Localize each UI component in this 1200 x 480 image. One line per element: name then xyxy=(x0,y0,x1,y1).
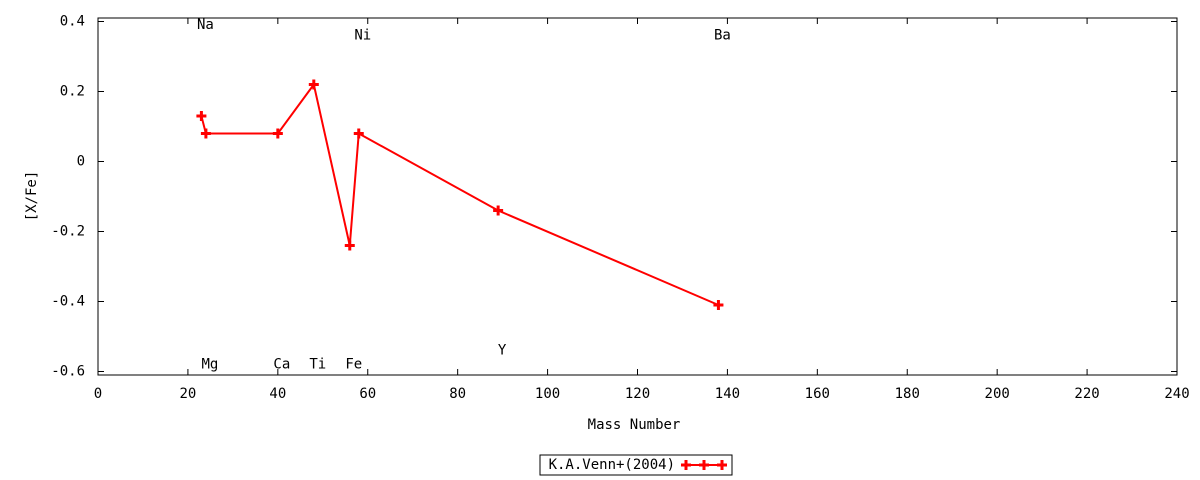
point-label: Ba xyxy=(714,28,731,44)
x-tick-label: 100 xyxy=(535,386,560,402)
x-tick-label: 240 xyxy=(1164,386,1189,402)
point xyxy=(344,240,355,251)
point-label: Ni xyxy=(354,28,371,44)
legend-marker xyxy=(699,460,709,470)
y-axis-label: [X/Fe] xyxy=(24,171,40,222)
point-label: Mg xyxy=(201,357,218,373)
x-tick-label: 160 xyxy=(805,386,830,402)
point-label: Fe xyxy=(345,357,362,373)
x-tick-label: 180 xyxy=(895,386,920,402)
point xyxy=(272,128,283,139)
point xyxy=(196,111,207,121)
x-tick-label: 120 xyxy=(625,386,650,402)
x-tick-label: 220 xyxy=(1074,386,1099,402)
point-label: Ti xyxy=(309,357,326,373)
point xyxy=(713,300,724,310)
point xyxy=(353,128,364,139)
series-line xyxy=(200,82,719,306)
y-tick-label: -0.2 xyxy=(51,224,85,240)
x-tick-label: 20 xyxy=(179,386,196,402)
y-tick-label: 0.2 xyxy=(60,84,85,100)
point xyxy=(493,205,504,216)
point xyxy=(308,79,319,90)
y-tick-label: -0.6 xyxy=(51,364,85,380)
legend-marker xyxy=(681,460,691,470)
x-tick-label: 60 xyxy=(359,386,376,402)
x-tick-label: 40 xyxy=(269,386,286,402)
y-tick-label: 0 xyxy=(77,154,85,170)
point xyxy=(200,128,211,139)
x-axis-label: Mass Number xyxy=(588,417,681,433)
legend-marker xyxy=(717,460,727,470)
x-tick-label: 200 xyxy=(985,386,1010,402)
y-tick-label: 0.4 xyxy=(60,14,85,30)
point-label: Y xyxy=(498,343,507,359)
point-label: Ca xyxy=(273,357,290,373)
x-tick-label: 80 xyxy=(449,386,466,402)
plot-frame xyxy=(97,17,1178,376)
legend-box xyxy=(539,454,733,476)
y-tick-label: -0.4 xyxy=(51,294,85,310)
legend-label: K.A.Venn+(2004) xyxy=(549,457,675,473)
x-tick-label: 0 xyxy=(94,386,102,402)
x-tick-label: 140 xyxy=(715,386,740,402)
point-label: Na xyxy=(197,17,214,33)
